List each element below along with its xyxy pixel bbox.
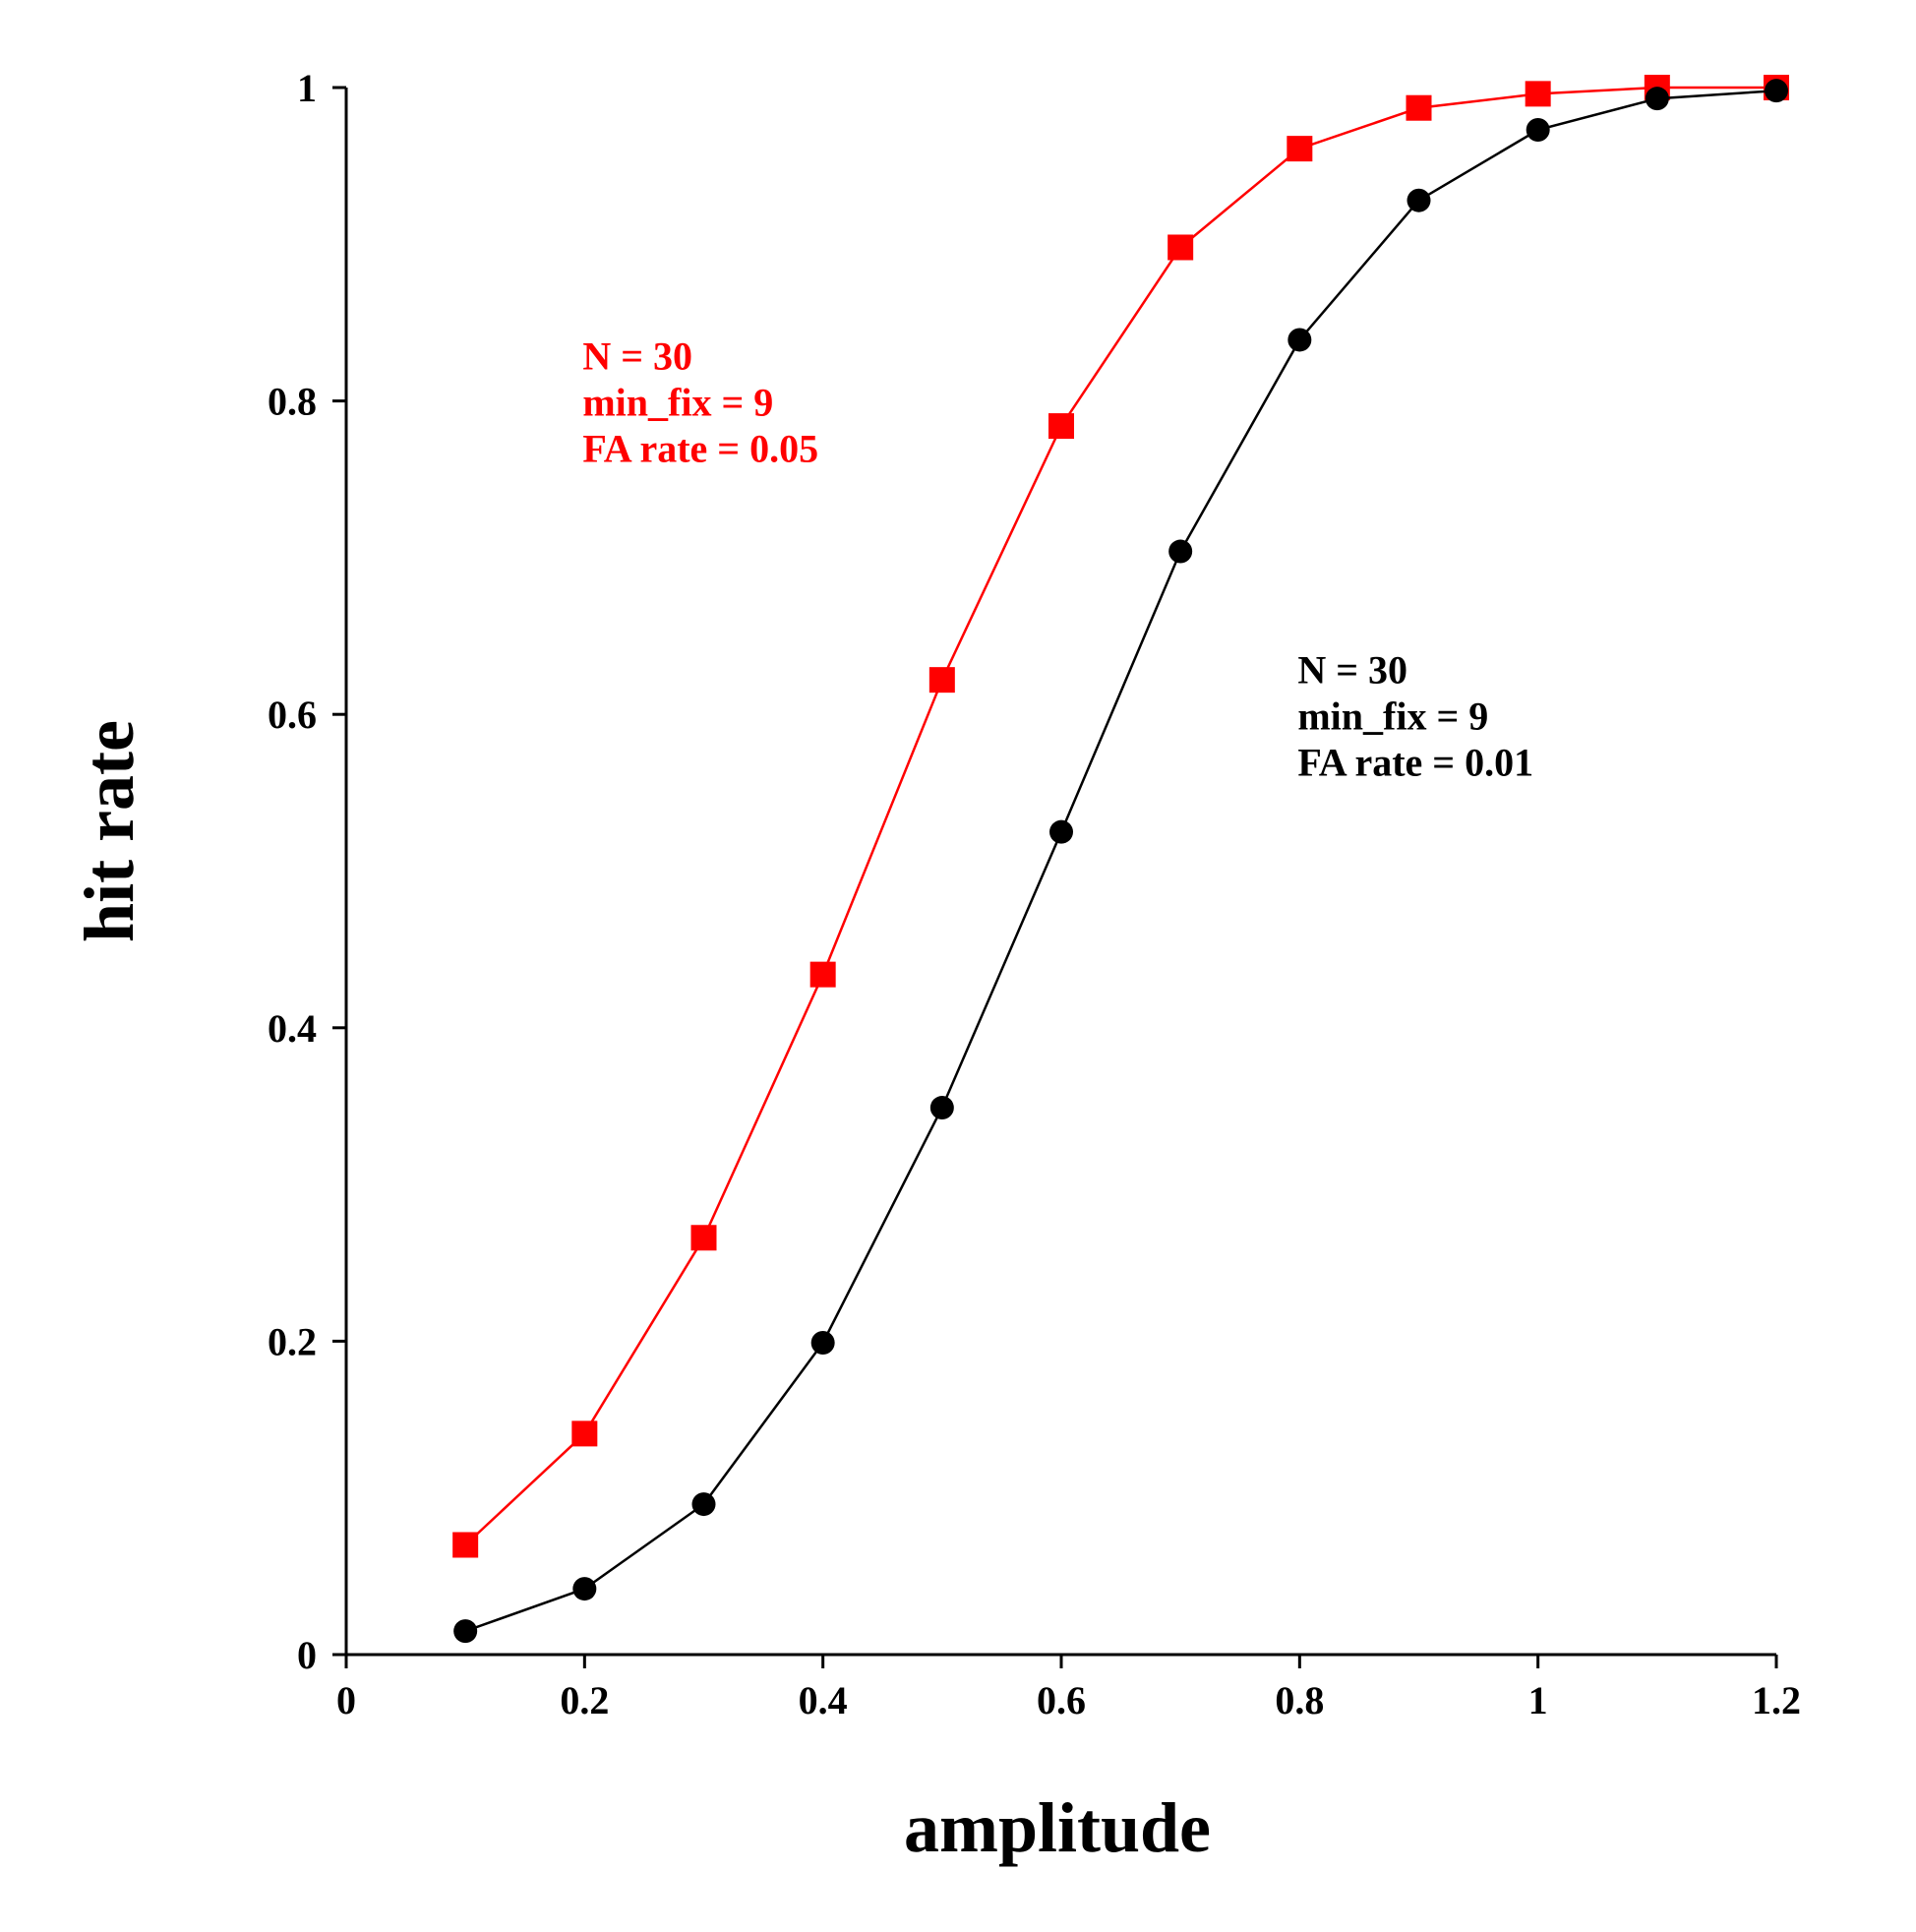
series-2-line (464, 89, 1777, 1633)
series-2-point (453, 1619, 478, 1644)
series-1-line (464, 86, 1776, 1546)
y-tick-label: 0.8 (268, 380, 317, 424)
series-1-point (1048, 413, 1074, 440)
x-tick-label: 0.6 (1037, 1678, 1086, 1722)
y-tick-label: 0.4 (268, 1006, 317, 1051)
x-tick-label: 1 (1528, 1678, 1548, 1722)
series-1-point (928, 667, 955, 694)
x-tick-label: 0.4 (799, 1678, 848, 1722)
x-tick-label: 0 (336, 1678, 356, 1722)
series-2-point (1765, 79, 1788, 103)
annotation-1-line: N = 30 (582, 334, 692, 379)
x-tick-label: 0.8 (1275, 1678, 1324, 1722)
axes: 0 0.2 0.4 0.6 0.8 1 1.2 0 0.2 0.4 0.6 0.8 1 (268, 66, 1801, 1722)
y-tick-label: 0.2 (268, 1319, 317, 1363)
series-2-point (1526, 118, 1550, 143)
series-2-point (1168, 539, 1193, 564)
series-1-point (1406, 94, 1432, 121)
series-1-point (1525, 81, 1551, 107)
series-2-point (572, 1577, 597, 1601)
y-tick-label: 0.6 (268, 693, 317, 737)
annotation-1-line: min_fix = 9 (582, 381, 773, 425)
series-1-point (571, 1420, 598, 1447)
y-axis-title: hit rate (70, 720, 149, 942)
series-1-point (809, 961, 836, 988)
annotation-2-line: FA rate = 0.01 (1297, 740, 1533, 784)
series-1-point (1168, 234, 1194, 261)
y-tick-label: 1 (297, 66, 317, 110)
annotation-1-line: FA rate = 0.05 (582, 427, 818, 471)
y-tick-label: 0 (297, 1633, 317, 1677)
x-axis-title: amplitude (904, 1788, 1211, 1867)
annotation-2-line: min_fix = 9 (1297, 694, 1488, 738)
series-1-point (690, 1225, 717, 1251)
series-2-point (810, 1330, 835, 1355)
series-2-point (1407, 188, 1431, 212)
series-2-point (1049, 819, 1073, 844)
series-1-point (1287, 136, 1313, 162)
x-tick-label: 0.2 (560, 1678, 609, 1722)
series-2 (453, 79, 1788, 1644)
series-2-point (929, 1096, 954, 1120)
x-tick-label: 1.2 (1752, 1678, 1801, 1722)
series-2-point (1645, 87, 1669, 111)
series-2-point (691, 1492, 716, 1517)
annotation-2-line: N = 30 (1297, 647, 1407, 692)
series-layer (452, 75, 1789, 1644)
series-2-point (1287, 328, 1312, 352)
series-1-point (452, 1532, 479, 1558)
